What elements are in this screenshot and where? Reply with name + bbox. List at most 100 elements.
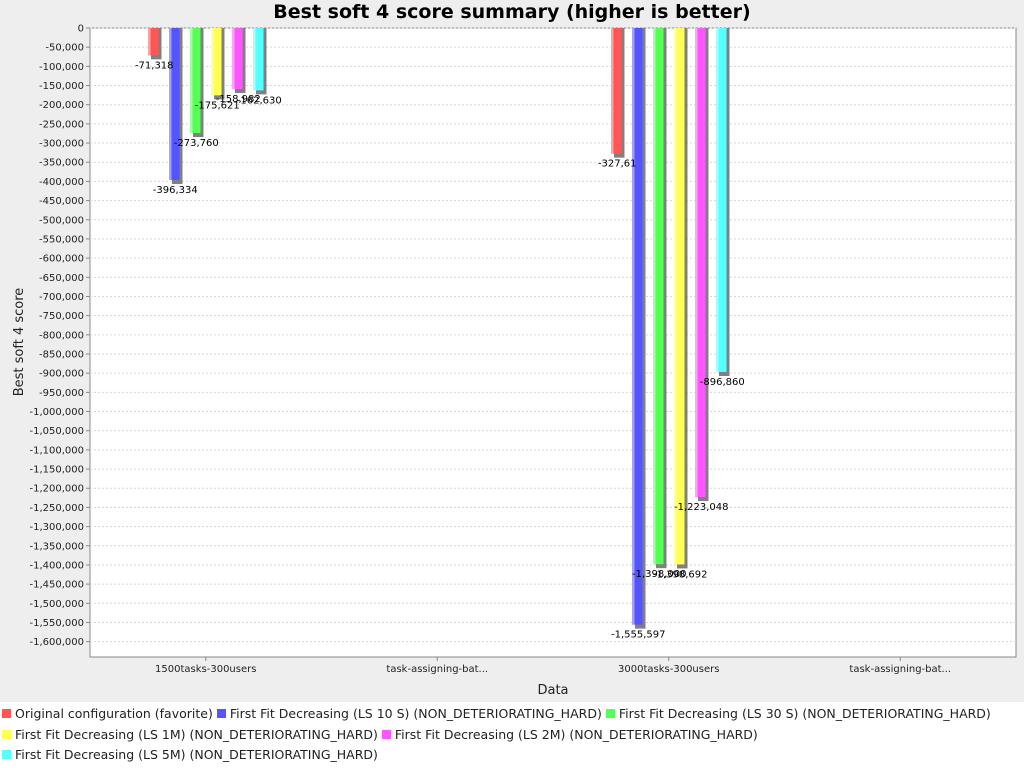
y-tick-label: -300,000 — [39, 139, 84, 150]
y-tick-label: -1,050,000 — [29, 426, 84, 437]
y-tick-label: -150,000 — [39, 81, 84, 92]
legend-row: First Fit Decreasing (LS 1M) (NON_DETERI… — [2, 725, 1022, 746]
y-tick-label: -100,000 — [39, 62, 84, 73]
x-tick-label: 1500tasks-300users — [155, 664, 256, 675]
legend-label: First Fit Decreasing (LS 1M) (NON_DETERI… — [15, 726, 378, 742]
y-tick-label: -650,000 — [39, 273, 84, 284]
y-tick-label: -500,000 — [39, 215, 84, 226]
bar — [632, 28, 643, 625]
y-tick-label: -450,000 — [39, 196, 84, 207]
legend: Original configuration (favorite) First F… — [0, 702, 1024, 768]
y-tick-label: -1,100,000 — [29, 445, 84, 456]
legend-swatch — [605, 709, 615, 718]
data-label: -158,982 — [216, 94, 261, 105]
y-axis-ticks: 0 -50,000 -100,000 -150,000 -200,000 -250,000… — [29, 24, 90, 648]
legend-item: Original configuration (favorite) — [2, 704, 213, 725]
y-axis-label: Best soft 4 score — [12, 288, 27, 397]
y-tick-label: -900,000 — [39, 369, 84, 380]
bar — [674, 28, 685, 565]
y-tick-label: -250,000 — [39, 119, 84, 130]
y-tick-label: -400,000 — [39, 177, 84, 188]
data-label: -896,860 — [700, 377, 745, 388]
legend-swatch — [2, 729, 11, 739]
legend-swatch — [216, 709, 226, 718]
x-axis-ticks: 1500tasks-300users task-assigning-bat... 3… — [155, 657, 951, 675]
legend-swatch — [2, 750, 11, 759]
legend-row: Original configuration (favorite) First F… — [2, 704, 1022, 725]
y-tick-label: -350,000 — [39, 158, 84, 169]
bar-highlight — [695, 28, 698, 498]
legend-row: First Fit Decreasing (LS 5M) (NON_DETERI… — [2, 745, 1022, 766]
y-tick-label: -550,000 — [39, 234, 84, 245]
y-tick-label: -1,400,000 — [29, 560, 84, 571]
y-tick-label: -600,000 — [39, 254, 84, 265]
y-tick-label: -750,000 — [39, 311, 84, 322]
legend-item: First Fit Decreasing (LS 30 S) (NON_DETE… — [605, 704, 991, 725]
bar — [653, 28, 664, 565]
y-tick-label: -1,450,000 — [29, 580, 84, 591]
bar — [716, 28, 727, 372]
y-tick-label: -1,350,000 — [29, 541, 84, 552]
data-label: -71,318 — [135, 60, 174, 71]
data-label: -162,630 — [237, 95, 282, 106]
bars — [148, 28, 730, 629]
bar-highlight — [148, 28, 151, 56]
bar — [232, 28, 243, 89]
y-tick-label: -700,000 — [39, 292, 84, 303]
bar-highlight — [190, 28, 193, 133]
data-label: -1,398,000 — [632, 569, 687, 580]
data-label: -327,61 — [598, 159, 637, 170]
y-tick-label: -1,300,000 — [29, 522, 84, 533]
bar — [190, 28, 201, 133]
y-tick-label: -1,600,000 — [29, 637, 84, 648]
bar-labels: -71,318-396,334-273,760-175,621-158,982-… — [135, 60, 745, 640]
bar-highlight — [169, 28, 172, 181]
bar-highlight — [253, 28, 256, 91]
x-tick-label: task-assigning-bat... — [849, 664, 951, 675]
bar-highlight — [716, 28, 719, 372]
bar — [695, 28, 706, 498]
bar-highlight — [674, 28, 677, 565]
legend-item: First Fit Decreasing (LS 2M) (NON_DETERI… — [381, 725, 758, 746]
legend-label: Original configuration (favorite) — [15, 706, 213, 721]
y-tick-label: -950,000 — [39, 388, 84, 399]
y-tick-label: -200,000 — [39, 100, 84, 111]
x-axis-label: Data — [537, 683, 568, 698]
legend-swatch — [2, 709, 11, 718]
data-label: -1,223,048 — [674, 502, 729, 513]
bar-highlight — [653, 28, 656, 565]
y-tick-label: -50,000 — [45, 43, 84, 54]
bar — [253, 28, 264, 91]
bar-highlight — [632, 28, 635, 625]
y-tick-label: -1,150,000 — [29, 465, 84, 476]
data-label: -175,621 — [195, 100, 240, 111]
bar — [169, 28, 180, 181]
data-label: -396,334 — [153, 185, 198, 196]
bar-chart: Best soft 4 score summary (higher is bet… — [12, 1, 1017, 698]
legend-swatch — [381, 729, 391, 739]
legend-label: First Fit Decreasing (LS 5M) (NON_DETERI… — [15, 747, 378, 762]
y-tick-label: -800,000 — [39, 330, 84, 341]
y-tick-label: -1,000,000 — [29, 407, 84, 418]
x-tick-label: task-assigning-bat... — [386, 664, 488, 675]
plot-area — [89, 27, 1017, 658]
legend-item: First Fit Decreasing (LS 1M) (NON_DETERI… — [2, 725, 378, 746]
bar — [211, 28, 222, 96]
data-label: -1,398,692 — [653, 569, 708, 580]
y-tick-label: 0 — [78, 24, 84, 35]
bar — [148, 28, 159, 56]
x-tick-label: 3000tasks-300users — [618, 664, 719, 675]
bar — [611, 28, 622, 154]
legend-label: First Fit Decreasing (LS 30 S) (NON_DETE… — [618, 706, 991, 721]
bar-highlight — [232, 28, 235, 89]
legend-item: First Fit Decreasing (LS 5M) (NON_DETERI… — [2, 745, 378, 766]
y-tick-label: -1,200,000 — [29, 484, 84, 495]
legend-item: First Fit Decreasing (LS 10 S) (NON_DETE… — [216, 704, 602, 725]
legend-label: First Fit Decreasing (LS 2M) (NON_DETERI… — [394, 726, 758, 742]
y-tick-label: -1,550,000 — [29, 618, 84, 629]
y-tick-label: -1,500,000 — [29, 599, 84, 610]
bar-highlight — [211, 28, 214, 96]
y-tick-label: -850,000 — [39, 350, 84, 361]
y-tick-label: -1,250,000 — [29, 503, 84, 514]
data-label: -273,760 — [174, 138, 219, 149]
